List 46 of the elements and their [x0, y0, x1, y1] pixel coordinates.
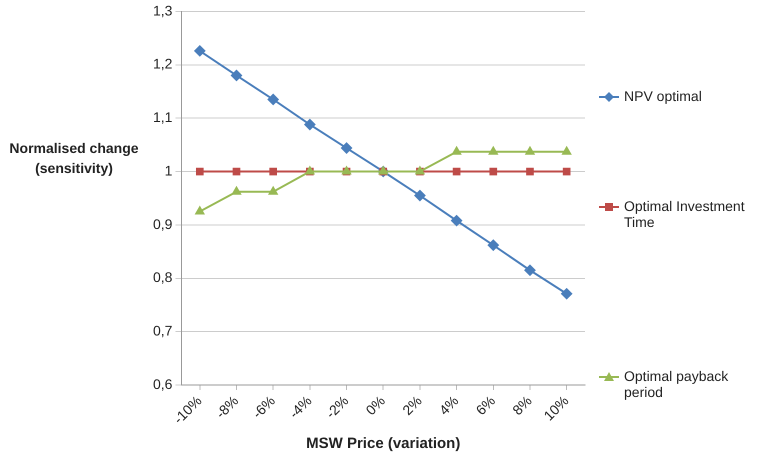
point	[488, 240, 499, 251]
x-tick-label: 6%	[472, 392, 498, 418]
point	[232, 168, 240, 176]
x-tick-label: -4%	[286, 392, 315, 422]
x-tick-label: -2%	[322, 392, 352, 422]
y-tick-label: 1,1	[152, 109, 173, 126]
point	[269, 168, 278, 176]
legend-label: Optimal payback period	[624, 368, 730, 400]
y-tick-label: 1	[164, 162, 173, 178]
point	[341, 142, 352, 154]
point	[414, 190, 426, 202]
x-tick-label: -6%	[249, 392, 278, 422]
y-tick-label: 1,3	[152, 2, 173, 18]
legend-label: Optimal Investment Time	[624, 198, 746, 230]
x-tick-label: 4%	[436, 392, 462, 418]
y-tick-label: 0,8	[152, 269, 173, 286]
point	[230, 70, 242, 81]
y-tick-label: 0,6	[152, 376, 173, 392]
y-tick-label: 0,7	[152, 322, 173, 338]
point	[488, 146, 498, 155]
x-tick-label: 0%	[362, 392, 388, 418]
y-axis-title: Normalised change (sensitivity)	[8, 139, 140, 178]
y-tick-label: 1,2	[152, 56, 173, 72]
point	[526, 168, 534, 176]
point	[489, 168, 498, 176]
x-tick-label: 8%	[509, 392, 535, 418]
point	[232, 186, 241, 195]
y-tick-label: 0,9	[152, 216, 173, 232]
point	[451, 215, 462, 226]
point	[196, 168, 204, 176]
legend-label: NPV optimal	[624, 88, 702, 104]
point	[268, 186, 278, 195]
point	[526, 146, 534, 155]
x-tick-label: 2%	[399, 392, 425, 418]
x-tick-label: -8%	[212, 392, 242, 422]
point	[452, 168, 460, 176]
x-axis-title: MSW Price (variation)	[306, 435, 460, 452]
point	[268, 94, 279, 105]
point	[195, 206, 204, 215]
point	[524, 264, 536, 276]
point	[452, 146, 462, 155]
point	[562, 146, 572, 155]
point	[194, 45, 206, 56]
point	[562, 168, 570, 176]
point	[561, 288, 572, 300]
point	[304, 119, 316, 130]
